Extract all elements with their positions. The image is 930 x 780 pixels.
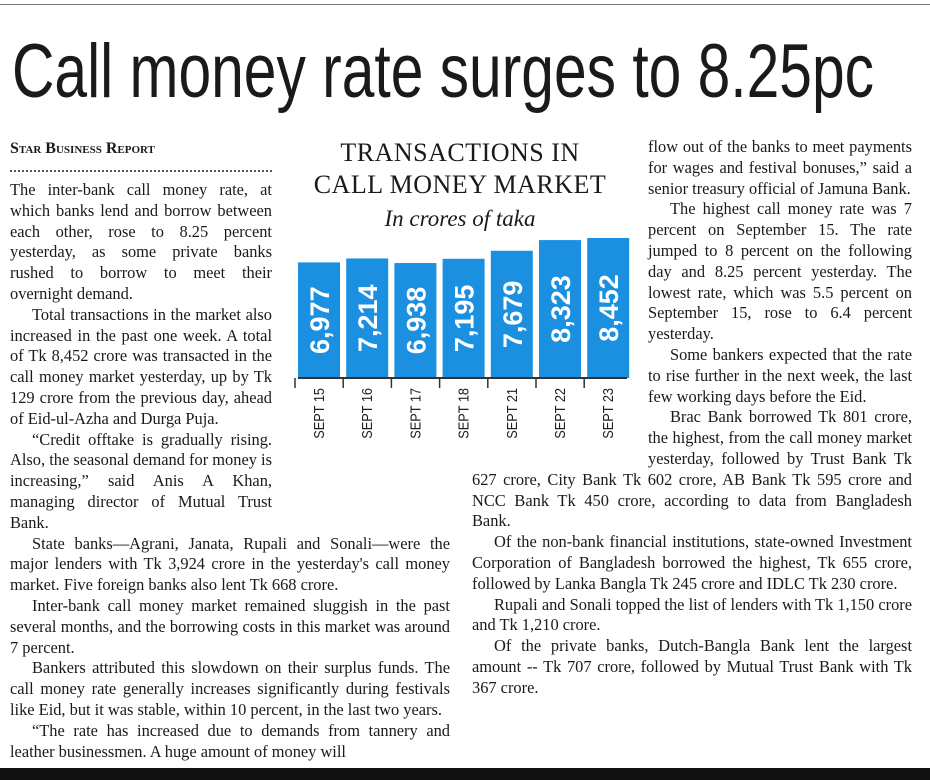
value-label: 8,323 bbox=[546, 275, 576, 343]
bar bbox=[394, 263, 437, 378]
paragraph: Brac Bank borrowed Tk 801 crore, the hig… bbox=[472, 407, 912, 531]
dotted-rule bbox=[10, 170, 272, 172]
bottom-bar bbox=[0, 768, 930, 780]
value-label: 7,195 bbox=[450, 285, 480, 353]
chart-subtitle: In crores of taka bbox=[384, 206, 536, 231]
headline-box: Call money rate surges to 8.25pc bbox=[12, 29, 874, 114]
paragraph: Of the private banks, Dutch-Bangla Bank … bbox=[472, 636, 912, 697]
paragraph: Some bankers expected that the rate to r… bbox=[648, 344, 912, 406]
x-tick-label: SEPT 17 bbox=[406, 388, 423, 439]
byline: Star Business Report bbox=[10, 140, 155, 157]
bar bbox=[539, 240, 581, 378]
paragraph: flow out of the banks to meet payments f… bbox=[648, 137, 912, 198]
paragraph: “Credit offtake is gradually rising. Als… bbox=[10, 429, 272, 532]
paragraph: Total transactions in the market also in… bbox=[10, 304, 272, 428]
value-label: 8,452 bbox=[594, 274, 624, 342]
x-tick-label: SEPT 22 bbox=[551, 388, 568, 439]
value-label: 6,938 bbox=[401, 287, 431, 355]
bar bbox=[298, 262, 340, 378]
x-tick-label: SEPT 16 bbox=[358, 388, 375, 439]
paragraph: Bankers attributed this slowdown on thei… bbox=[10, 658, 450, 719]
paragraph: The inter-bank call money rate, at which… bbox=[10, 180, 272, 303]
paragraph: Rupali and Sonali topped the list of len… bbox=[472, 594, 912, 635]
paragraph: Of the non-bank financial institutions, … bbox=[472, 532, 912, 593]
chart-title: TRANSACTIONS IN CALL MONEY MARKET bbox=[313, 138, 607, 199]
x-tick-label: SEPT 23 bbox=[599, 388, 616, 439]
right-column: flow out of the banks to meet payments f… bbox=[472, 137, 912, 767]
paragraph: “The rate has increased due to demands f… bbox=[10, 720, 450, 761]
bar bbox=[587, 237, 630, 378]
paragraph: Inter-bank call money market remained sl… bbox=[10, 595, 450, 657]
top-rule bbox=[0, 4, 930, 5]
headline: Call money rate surges to 8.25pc bbox=[12, 29, 874, 114]
value-label: 6,977 bbox=[305, 286, 335, 354]
value-label: 7,214 bbox=[353, 284, 383, 352]
chart-header: TRANSACTIONS IN CALL MONEY MARKET In cro… bbox=[290, 137, 630, 234]
chart: 6,977 SEPT 15 7,214 SEPT 16 6,938 SEPT 17 7,19… bbox=[294, 237, 630, 439]
left-column: Star Business Report The inter-bank call… bbox=[10, 137, 450, 767]
x-tick-label: SEPT 15 bbox=[310, 388, 327, 439]
bar bbox=[346, 258, 389, 378]
paragraph: The highest call money rate was 7 percen… bbox=[648, 199, 912, 344]
x-tick-label: SEPT 21 bbox=[503, 388, 520, 439]
bar bbox=[442, 258, 485, 378]
value-label: 7,679 bbox=[498, 281, 528, 349]
x-tick-label: SEPT 18 bbox=[455, 388, 472, 439]
bar bbox=[490, 250, 533, 378]
paragraph: State banks—Agrani, Janata, Rupali and S… bbox=[10, 533, 450, 595]
